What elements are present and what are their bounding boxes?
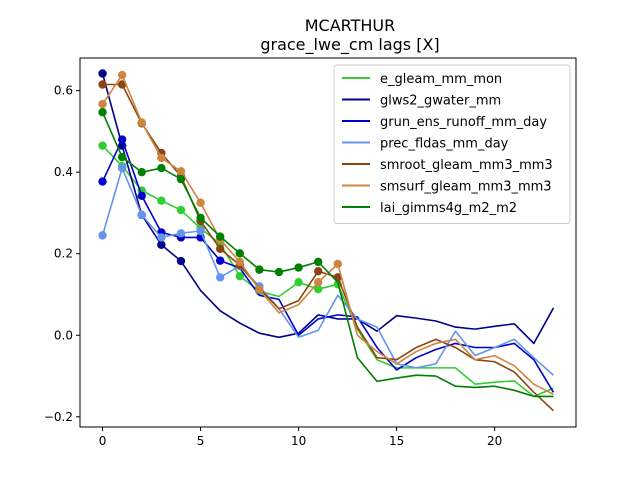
data-point-prec_fldas_mm_day-3: [157, 233, 166, 242]
data-point-e_gleam_mm_mon-4: [176, 205, 186, 215]
data-point-glws2_gwater_mm-0: [98, 69, 107, 78]
data-point-e_gleam_mm_mon-10: [294, 278, 303, 287]
legend-entry-prec_fldas_mm_day: prec_fldas_mm_day: [342, 137, 509, 152]
x-tick-label-15: 15: [389, 434, 404, 448]
x-tick-label-10: 10: [291, 434, 306, 448]
legend-entry-grun_ens_runoff_mm_day: grun_ens_runoff_mm_day: [342, 115, 547, 130]
legend-entry-lai_gimms4g_m2_m2: lai_gimms4g_m2_m2: [342, 201, 517, 216]
data-point-lai_gimms4g_m2_m2-4: [176, 174, 186, 184]
legend-label-smsurf_gleam_mm3_mm3: smsurf_gleam_mm3_mm3: [380, 180, 552, 195]
data-point-smroot_gleam_mm3_mm3-0: [98, 80, 107, 89]
data-point-prec_fldas_mm_day-4: [176, 229, 186, 238]
data-point-smsurf_gleam_mm3_mm3-4: [176, 167, 186, 176]
legend-entry-e_gleam_mm_mon: e_gleam_mm_mon: [342, 72, 502, 87]
series-layer: [98, 69, 555, 412]
data-point-grun_ens_runoff_mm_day-0: [98, 177, 107, 186]
data-point-e_gleam_mm_mon-3: [157, 196, 166, 205]
data-point-lai_gimms4g_m2_m2-7: [235, 249, 244, 258]
legend-label-grun_ens_runoff_mm_day: grun_ens_runoff_mm_day: [380, 115, 547, 130]
data-point-grun_ens_runoff_mm_day-1: [117, 135, 127, 144]
data-point-smroot_gleam_mm3_mm3-1: [117, 80, 127, 89]
data-point-lai_gimms4g_m2_m2-2: [137, 167, 146, 177]
data-point-glws2_gwater_mm-3: [157, 240, 166, 249]
data-point-lai_gimms4g_m2_m2-0: [98, 108, 107, 117]
chart-title: MCARTHUR: [305, 16, 396, 35]
data-point-smroot_gleam_mm3_mm3-11: [313, 267, 323, 276]
data-point-prec_fldas_mm_day-6: [215, 273, 225, 282]
data-point-smsurf_gleam_mm3_mm3-2: [137, 118, 146, 127]
data-point-prec_fldas_mm_day-1: [117, 163, 127, 173]
data-point-lai_gimms4g_m2_m2-3: [157, 163, 166, 173]
data-point-lai_gimms4g_m2_m2-11: [313, 257, 323, 267]
data-point-e_gleam_mm_mon-0: [98, 141, 107, 150]
x-tick-label-0: 0: [99, 434, 107, 448]
data-point-grun_ens_runoff_mm_day-6: [215, 256, 225, 265]
data-point-smroot_gleam_mm3_mm3-6: [215, 244, 225, 254]
legend-label-lai_gimms4g_m2_m2: lai_gimms4g_m2_m2: [380, 201, 517, 216]
legend-label-e_gleam_mm_mon: e_gleam_mm_mon: [380, 72, 502, 87]
data-point-smsurf_gleam_mm3_mm3-1: [117, 70, 127, 80]
y-tick-label--0.2: −0.2: [44, 410, 73, 424]
data-point-glws2_gwater_mm-4: [176, 256, 186, 266]
chart-subtitle: grace_lwe_cm lags [X]: [260, 35, 439, 55]
legend-label-glws2_gwater_mm: glws2_gwater_mm: [380, 94, 501, 109]
legend-label-prec_fldas_mm_day: prec_fldas_mm_day: [380, 137, 509, 152]
series-lai_gimms4g_m2_m2: [98, 108, 554, 398]
plot-area: [98, 69, 555, 412]
y-tick-label-0.6: 0.6: [54, 84, 73, 98]
x-tick-label-5: 5: [197, 434, 205, 448]
legend-box: [333, 64, 571, 224]
legend-entry-smroot_gleam_mm3_mm3: smroot_gleam_mm3_mm3: [342, 158, 553, 173]
data-point-lai_gimms4g_m2_m2-1: [117, 152, 127, 162]
y-tick-label-0.2: 0.2: [54, 247, 73, 261]
x-tick-label-20: 20: [487, 434, 502, 448]
data-point-lai_gimms4g_m2_m2-6: [215, 232, 225, 241]
legend-label-smroot_gleam_mm3_mm3: smroot_gleam_mm3_mm3: [380, 158, 553, 173]
data-point-smsurf_gleam_mm3_mm3-5: [196, 198, 205, 207]
data-point-smsurf_gleam_mm3_mm3-7: [235, 257, 244, 267]
data-point-grun_ens_runoff_mm_day-2: [137, 191, 146, 201]
data-point-lai_gimms4g_m2_m2-10: [294, 263, 303, 272]
data-point-smsurf_gleam_mm3_mm3-8: [255, 285, 264, 294]
legend: e_gleam_mm_mon glws2_gwater_mm grun_ens_ru…: [333, 64, 571, 224]
data-point-smsurf_gleam_mm3_mm3-0: [98, 99, 107, 109]
axes: 0 5 10 15 20 −0.2 0.0 0.2 0.4 0.6: [44, 57, 577, 448]
data-point-prec_fldas_mm_day-5: [196, 226, 205, 236]
axes-frame: [79, 57, 577, 428]
data-point-lai_gimms4g_m2_m2-9: [274, 267, 284, 277]
y-tick-label-0.4: 0.4: [54, 165, 73, 179]
data-point-e_gleam_mm_mon-11: [313, 284, 323, 294]
data-point-smsurf_gleam_mm3_mm3-11: [313, 278, 323, 287]
data-point-lai_gimms4g_m2_m2-8: [255, 265, 264, 274]
legend-entry-smsurf_gleam_mm3_mm3: smsurf_gleam_mm3_mm3: [342, 180, 552, 195]
legend-entry-glws2_gwater_mm: glws2_gwater_mm: [342, 94, 501, 109]
data-point-smsurf_gleam_mm3_mm3-12: [333, 259, 343, 269]
data-point-prec_fldas_mm_day-0: [98, 231, 107, 240]
y-tick-label-0: 0.0: [54, 328, 73, 342]
data-point-smsurf_gleam_mm3_mm3-3: [157, 153, 166, 163]
data-point-lai_gimms4g_m2_m2-5: [196, 213, 205, 223]
data-point-e_gleam_mm_mon-7: [235, 271, 244, 281]
data-point-prec_fldas_mm_day-2: [137, 210, 146, 220]
